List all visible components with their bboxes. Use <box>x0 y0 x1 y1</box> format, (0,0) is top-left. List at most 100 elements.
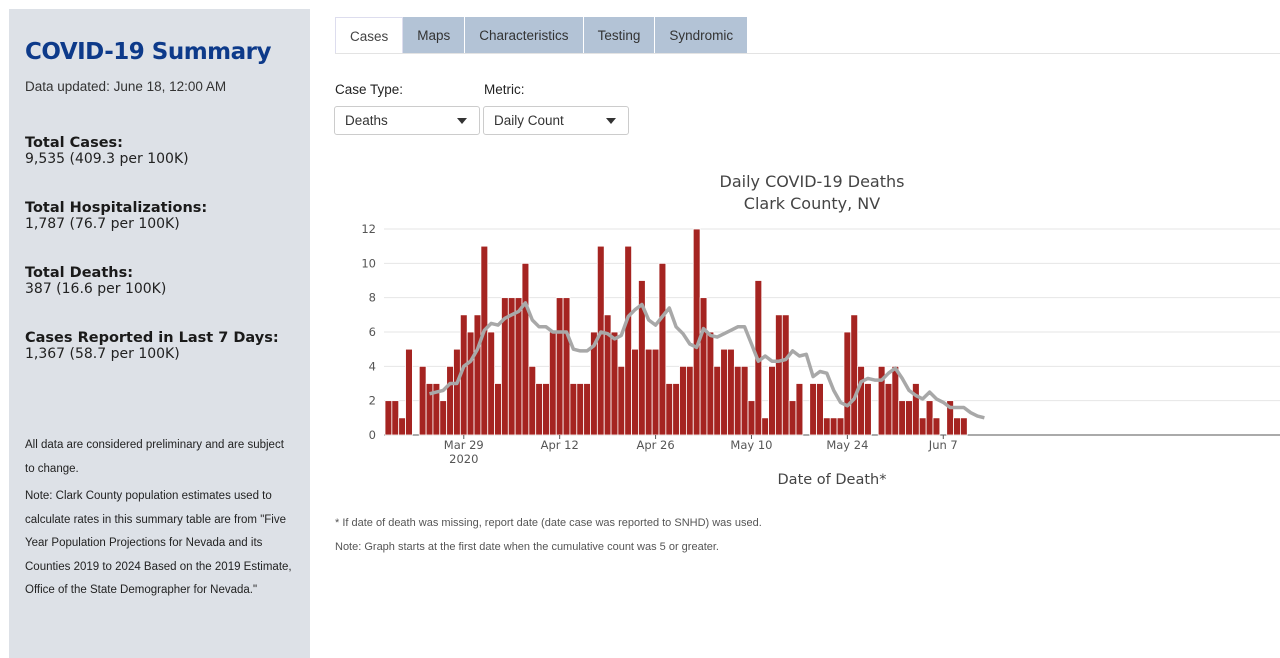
bar <box>768 365 776 436</box>
bar <box>384 400 393 436</box>
bar <box>487 331 495 436</box>
bar <box>809 383 817 436</box>
summary-sidebar: COVID-19 Summary Data updated: June 18, … <box>9 9 310 658</box>
bar <box>610 331 619 436</box>
metric-label: Metric: <box>484 82 525 97</box>
bar <box>583 383 591 436</box>
bar <box>836 417 845 436</box>
y-tick-label: 2 <box>369 394 376 408</box>
bar <box>562 297 571 436</box>
bar <box>535 383 543 436</box>
bar <box>740 365 749 436</box>
bar <box>473 314 482 436</box>
tab-testing[interactable]: Testing <box>583 17 656 54</box>
x-tick-label: Mar 29 <box>444 438 484 452</box>
bar <box>747 400 756 436</box>
bar <box>466 331 475 436</box>
chevron-down-icon <box>606 118 616 124</box>
bar <box>788 400 797 436</box>
moving-average-line <box>429 301 985 420</box>
metric-value: Daily Count <box>494 113 564 128</box>
bar <box>439 400 448 436</box>
stat-value: 9,535 (409.3 per 100K) <box>25 151 189 167</box>
chart-subtitle: Clark County, NV <box>744 194 880 213</box>
bar <box>672 383 680 436</box>
y-tick-label: 8 <box>369 291 376 305</box>
tab-bar: Cases Maps Characteristics Testing Syndr… <box>335 17 749 54</box>
bar <box>391 400 400 436</box>
bar <box>617 365 626 436</box>
bar <box>925 400 934 436</box>
bar <box>528 365 537 436</box>
y-tick-label: 6 <box>369 325 376 339</box>
case-type-select[interactable]: Deaths <box>334 106 480 135</box>
bar <box>781 314 790 436</box>
case-type-value: Deaths <box>345 113 388 128</box>
bar <box>514 297 523 436</box>
x-tick-label: Apr 26 <box>636 438 674 452</box>
bar <box>569 383 578 436</box>
bar <box>829 417 838 436</box>
footnote-missing-date: * If date of death was missing, report d… <box>335 517 762 529</box>
bar <box>775 314 783 436</box>
data-updated-text: Data updated: June 18, 12:00 AM <box>25 79 227 94</box>
stat-total-cases: Total Cases: 9,535 (409.3 per 100K) <box>25 135 294 167</box>
tab-characteristics[interactable]: Characteristics <box>465 17 584 54</box>
bar <box>905 400 913 436</box>
bar <box>706 331 715 436</box>
bar <box>624 245 632 436</box>
tab-syndromic[interactable]: Syndromic <box>655 17 749 54</box>
bar <box>425 383 434 436</box>
bar <box>891 365 900 436</box>
stat-value: 1,367 (58.7 per 100K) <box>25 346 180 362</box>
deaths-chart[interactable]: Daily COVID-19 Deaths Clark County, NV 0… <box>335 160 1280 495</box>
bar <box>816 383 824 436</box>
bar <box>864 383 872 436</box>
bar <box>960 417 968 436</box>
metric-select[interactable]: Daily Count <box>483 106 629 135</box>
chevron-down-icon <box>457 118 467 124</box>
bar <box>953 417 961 436</box>
bar <box>699 297 708 436</box>
bar <box>713 365 722 436</box>
tab-cases[interactable]: Cases <box>335 17 404 54</box>
bar <box>507 297 516 436</box>
stat-cases-last-7-days: Cases Reported in Last 7 Days: 1,367 (58… <box>25 330 294 362</box>
x-tick-label: May 10 <box>730 438 772 452</box>
stat-value: 1,787 (76.7 per 100K) <box>25 216 180 232</box>
chart-title: Daily COVID-19 Deaths <box>720 172 905 191</box>
stat-label: Total Deaths: <box>25 265 133 281</box>
stat-label: Total Hospitalizations: <box>25 200 208 216</box>
stat-total-deaths: Total Deaths: 387 (16.6 per 100K) <box>25 265 294 297</box>
bar <box>822 417 831 436</box>
bar <box>555 297 564 436</box>
bar <box>521 262 530 436</box>
stat-label: Total Cases: <box>25 135 123 151</box>
tab-maps[interactable]: Maps <box>403 17 466 54</box>
bar <box>644 348 653 436</box>
bar <box>405 348 413 436</box>
y-tick-label: 10 <box>361 256 376 270</box>
bar <box>857 365 865 436</box>
bar <box>651 348 660 436</box>
bar <box>727 348 735 436</box>
bar <box>679 365 687 436</box>
bar <box>898 400 906 436</box>
x-tick-label: Apr 12 <box>541 438 579 452</box>
bar <box>850 314 859 436</box>
y-tick-label: 4 <box>369 359 376 373</box>
bar <box>398 417 406 436</box>
footnote-graph-start: Note: Graph starts at the first date whe… <box>335 541 719 553</box>
population-note: Note: Clark County population estimates … <box>25 490 292 596</box>
y-tick-label: 0 <box>369 428 376 442</box>
stat-value: 387 (16.6 per 100K) <box>25 281 167 297</box>
bar <box>658 262 667 436</box>
tab-divider <box>335 53 1280 54</box>
bar <box>576 383 585 436</box>
y-tick-label: 12 <box>361 222 376 236</box>
chart-grid: 0 2 4 6 8 10 12 <box>361 222 1280 442</box>
bar <box>665 383 674 436</box>
x-tick-label: Jun 7 <box>928 438 958 452</box>
stat-label: Cases Reported in Last 7 Days: <box>25 330 279 346</box>
